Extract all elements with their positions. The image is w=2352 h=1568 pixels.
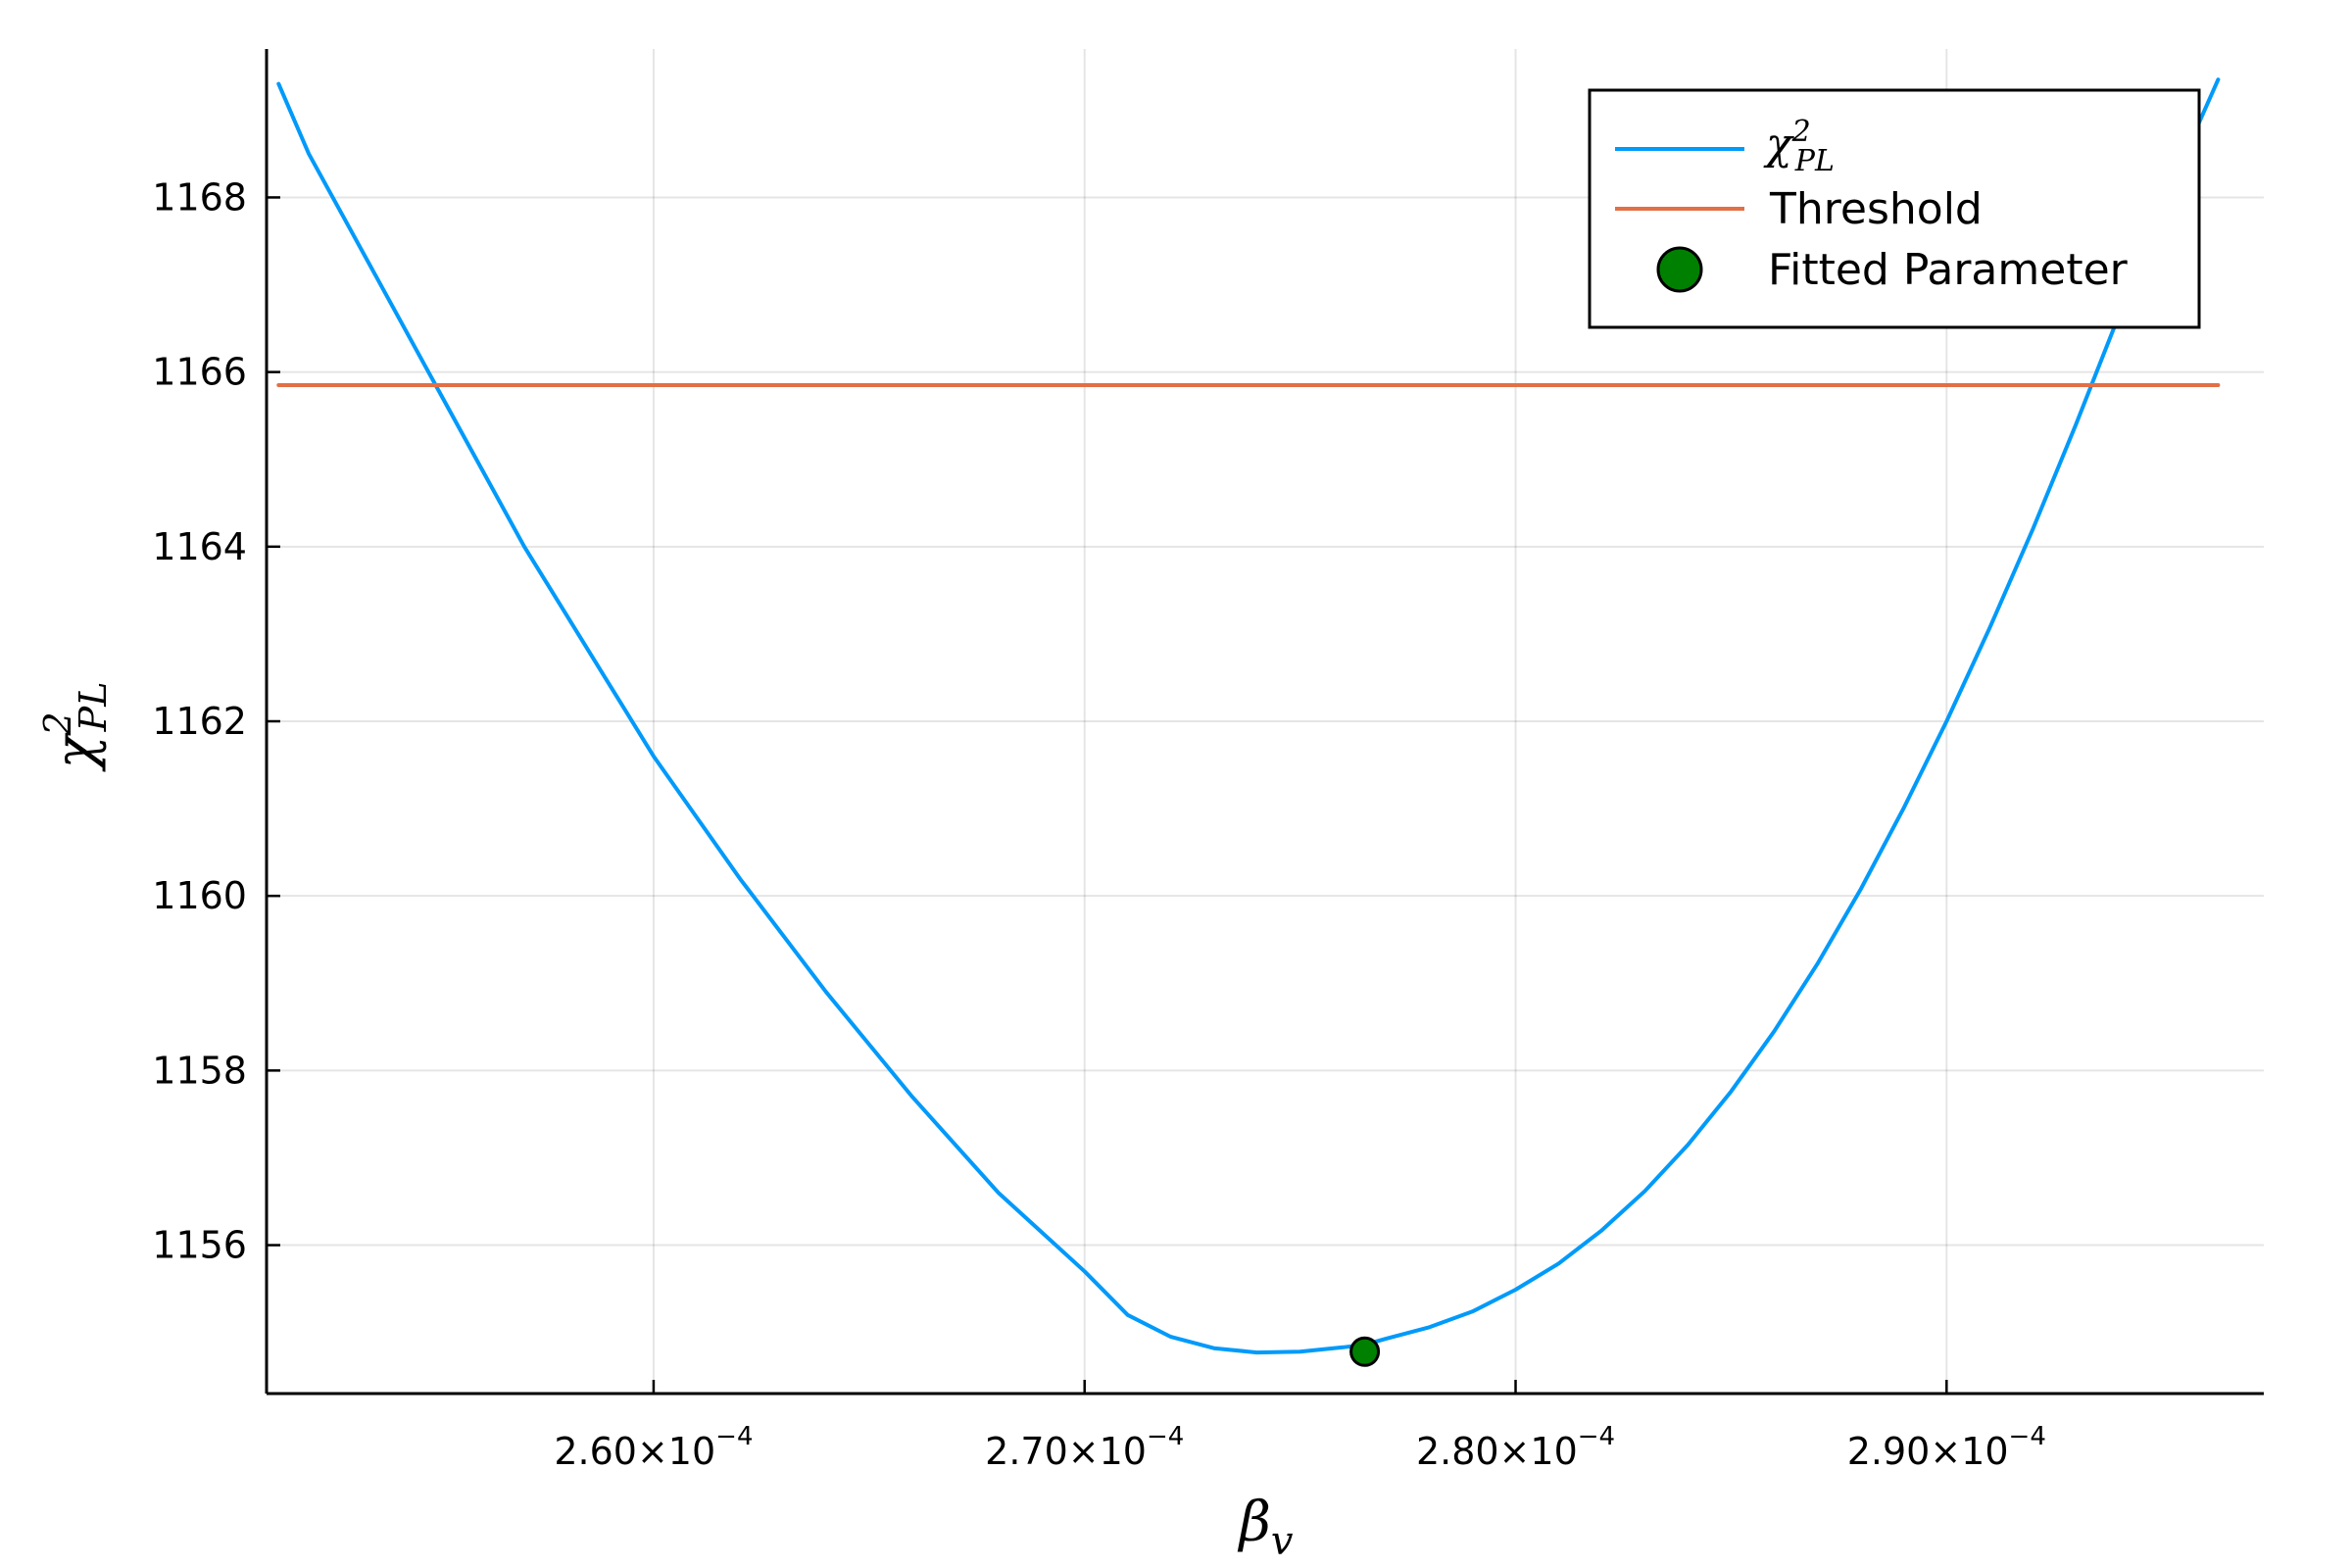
tick-labels: 2.60×10−4 2.70×10−4 2.80×10−4 2.90×10−4 1156… <box>152 175 2046 1473</box>
y-tick-label: 1164 <box>152 525 247 568</box>
x-axis-title: βv <box>1238 1491 1294 1564</box>
y-tick-label: 1166 <box>152 351 247 394</box>
legend-label-fitted-parameter: Fitted Parameter <box>1768 245 2129 295</box>
y-tick-label: 1168 <box>152 175 247 219</box>
legend-label-chi-squared: χ2 PL <box>1763 115 1835 178</box>
y-tick-label: 1162 <box>152 700 247 743</box>
x-tick-label: 2.80×10−4 <box>1416 1422 1615 1473</box>
legend-marker-fitted-parameter <box>1656 246 1703 293</box>
plot-series <box>276 77 2221 1367</box>
legend-label-threshold: Threshold <box>1769 184 1983 234</box>
y-tick-label: 1156 <box>152 1224 247 1267</box>
x-tick-label: 2.90×10−4 <box>1847 1422 2046 1473</box>
y-tick-label: 1160 <box>152 874 247 917</box>
y-axis-title: χ2PL <box>36 682 115 773</box>
y-tick-label: 1158 <box>152 1049 247 1092</box>
legend: χ2 PL Threshold Fitted Parameter <box>1588 88 2201 329</box>
x-tick-label: 2.70×10−4 <box>985 1422 1184 1473</box>
fitted-parameter-point <box>1349 1336 1381 1367</box>
x-tick-label: 2.60×10−4 <box>554 1422 753 1473</box>
axes <box>265 49 2264 1396</box>
